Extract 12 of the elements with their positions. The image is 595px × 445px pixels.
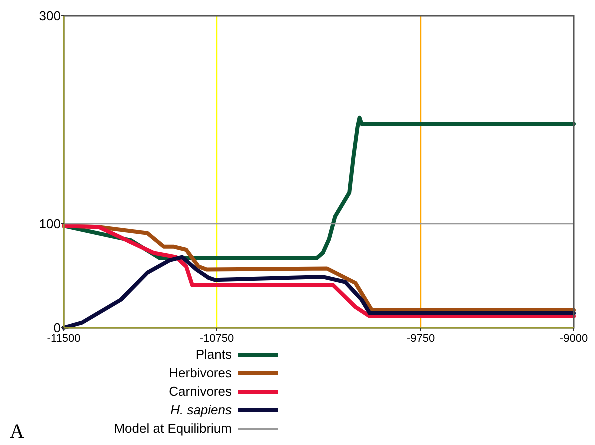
y-tick-label: 100: [39, 216, 61, 232]
legend-label: Plants: [196, 347, 232, 362]
legend-label: H. sapiens: [170, 402, 232, 418]
legend-label: Herbivores: [169, 366, 232, 380]
y-tick-label: 300: [39, 8, 61, 24]
x-tick-label: -10750: [200, 333, 234, 345]
x-tick-label: -11500: [47, 333, 81, 345]
legend-label: Carnivores: [169, 384, 232, 399]
legend-label: Model at Equilibrium: [114, 421, 232, 436]
x-tick-label: -9000: [560, 333, 588, 345]
text: A: [10, 421, 25, 443]
x-tick-label: -9750: [406, 333, 436, 345]
